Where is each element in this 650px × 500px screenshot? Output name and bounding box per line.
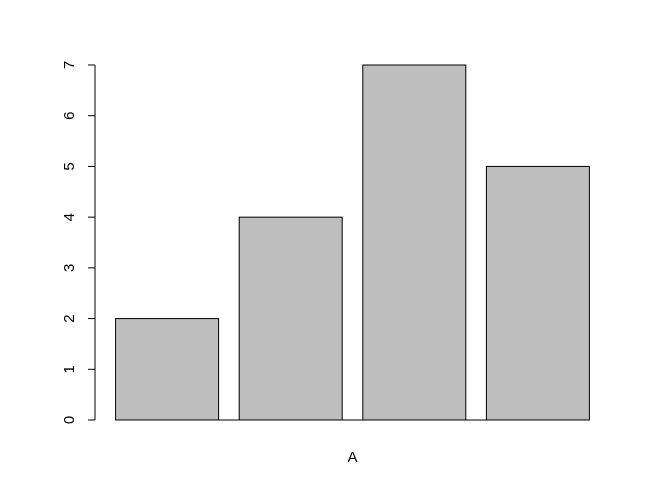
y-tick-label: 2 xyxy=(61,314,78,322)
x-axis-label: A xyxy=(347,449,357,466)
bar xyxy=(486,166,589,420)
bar xyxy=(239,217,342,420)
y-tick-label: 1 xyxy=(61,365,78,373)
bar-chart: 0 1 2 3 4 5 6 7 A xyxy=(0,0,650,500)
bar xyxy=(363,65,466,420)
y-tick-label: 0 xyxy=(61,416,78,424)
y-tick-label: 3 xyxy=(61,264,78,272)
y-tick-label: 6 xyxy=(61,112,78,120)
y-tick-label: 7 xyxy=(61,61,78,69)
bar xyxy=(116,319,219,420)
y-tick-label: 4 xyxy=(61,213,78,221)
y-tick-label: 5 xyxy=(61,162,78,170)
